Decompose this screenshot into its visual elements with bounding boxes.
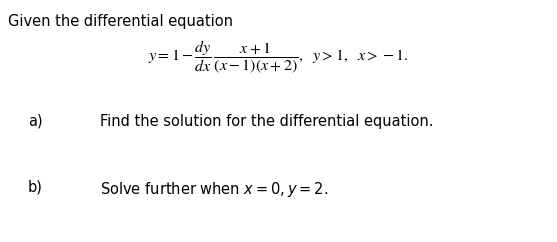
Text: b): b) — [28, 180, 43, 195]
Text: Find the solution for the differential equation.: Find the solution for the differential e… — [100, 114, 433, 129]
Text: Solve further when $x = 0, y = 2.$: Solve further when $x = 0, y = 2.$ — [100, 180, 328, 199]
Text: a): a) — [28, 114, 43, 129]
Text: Given the differential equation: Given the differential equation — [8, 14, 233, 29]
Text: $y = 1 - \dfrac{dy}{dx}\,\dfrac{x+1}{(x-1)(x+2)},\ \ y > 1,\ \ x > -1.$: $y = 1 - \dfrac{dy}{dx}\,\dfrac{x+1}{(x-… — [148, 38, 408, 76]
